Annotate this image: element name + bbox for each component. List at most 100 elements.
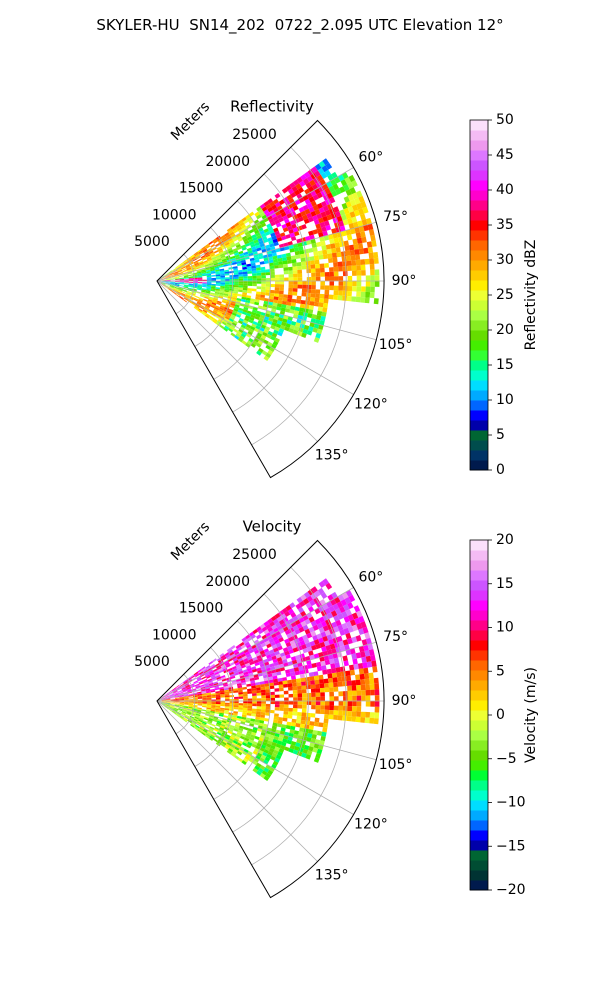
echo-cell [202, 694, 207, 697]
echo-cell [335, 667, 341, 673]
echo-cell [323, 235, 330, 241]
echo-cell [366, 241, 373, 248]
echo-cell [245, 653, 252, 659]
echo-cell [187, 719, 192, 724]
echo-cell [269, 629, 275, 636]
echo-cell [211, 676, 217, 680]
echo-cell [184, 697, 189, 699]
echo-cell [188, 277, 194, 279]
echo-cell [231, 226, 237, 232]
echo-cell [211, 703, 216, 706]
echo-cell [256, 206, 262, 212]
echo-cell [221, 676, 227, 680]
echo-cell [305, 260, 311, 266]
echo-cell [212, 658, 217, 663]
echo-cell [233, 688, 239, 691]
echo-cell [233, 287, 239, 290]
echo-cell [358, 645, 365, 653]
echo-cell [364, 678, 370, 685]
echo-cell [210, 268, 216, 272]
echo-cell [265, 286, 271, 290]
echo-cell [215, 673, 220, 677]
echo-cell [274, 630, 281, 637]
echo-cell [235, 653, 241, 658]
echo-cell [220, 664, 226, 669]
echo-cell [271, 204, 278, 210]
echo-cell [320, 692, 325, 697]
echo-cell [221, 665, 227, 670]
echo-cell [192, 719, 198, 723]
echo-cell [165, 278, 171, 280]
echo-cell [169, 692, 174, 696]
echo-cell [224, 269, 230, 273]
echo-cell [256, 667, 262, 672]
echo-cell [370, 234, 376, 242]
echo-cell [217, 310, 223, 314]
echo-cell [241, 216, 247, 222]
echo-cell [227, 730, 233, 735]
echo-cell [203, 717, 209, 721]
echo-cell [360, 679, 366, 685]
echo-cell [279, 701, 285, 705]
echo-cell [314, 163, 322, 171]
echo-cell [305, 296, 311, 302]
echo-cell [347, 614, 355, 622]
echo-cell [230, 744, 236, 749]
echo-cell [307, 733, 313, 739]
echo-cell [234, 736, 240, 741]
echo-cell [204, 314, 210, 319]
echo-cell [365, 281, 371, 287]
echo-cell [170, 701, 176, 703]
echo-cell [274, 707, 280, 711]
echo-cell [347, 194, 355, 202]
echo-cell [246, 644, 252, 649]
echo-cell [204, 305, 210, 310]
echo-cell [216, 320, 222, 325]
echo-cell [246, 310, 252, 315]
echo-cell [324, 687, 330, 693]
echo-cell [197, 277, 203, 279]
echo-cell [229, 270, 234, 274]
echo-cell [272, 302, 278, 307]
echo-cell [300, 210, 307, 217]
echo-cell [218, 308, 224, 313]
echo-cell [348, 664, 355, 671]
range-tick-label: 20000 [205, 574, 250, 590]
echo-cell [281, 304, 287, 309]
echo-cell [211, 696, 216, 699]
echo-cell [320, 705, 325, 710]
echo-cell [217, 248, 223, 252]
echo-cell [227, 717, 233, 721]
echo-cell [241, 716, 247, 720]
echo-cell [356, 270, 362, 276]
echo-cell [185, 714, 190, 718]
echo-cell [308, 672, 314, 677]
echo-cell [175, 279, 180, 281]
echo-cell [242, 693, 248, 697]
echo-cell [165, 695, 170, 698]
echo-cell [219, 727, 225, 731]
echo-cell [179, 279, 185, 281]
echo-cell [220, 254, 226, 259]
echo-cell [194, 252, 199, 257]
echo-cell [365, 655, 372, 663]
azimuth-tick-label: 105° [379, 757, 413, 773]
echo-cell [176, 266, 181, 270]
echo-cell [223, 291, 229, 295]
echo-cell [193, 671, 199, 676]
echo-cell [224, 693, 230, 696]
echo-cell [169, 272, 174, 276]
echo-cell [185, 684, 190, 688]
echo-cell [285, 672, 291, 678]
echo-cell [273, 647, 279, 653]
echo-cell [193, 726, 199, 731]
echo-cell [226, 245, 232, 250]
echo-cell [342, 715, 348, 721]
echo-cell [213, 239, 218, 244]
echo-cell [234, 703, 239, 706]
echo-cell [338, 266, 343, 272]
echo-cell [329, 705, 334, 711]
echo-cell [276, 723, 282, 728]
echo-cell [315, 709, 321, 714]
echo-cell [228, 239, 234, 244]
